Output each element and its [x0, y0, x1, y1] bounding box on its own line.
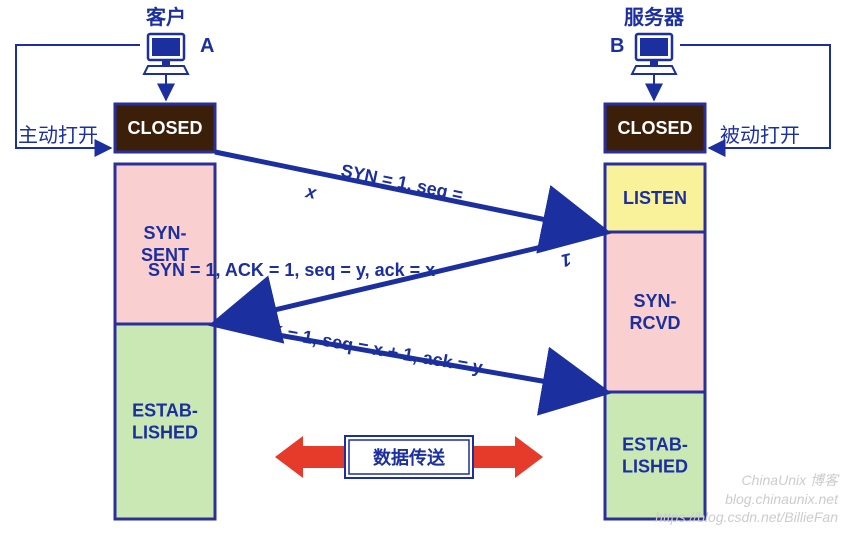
watermark-line-2: blog.chinaunix.net	[725, 491, 839, 507]
client-state-2	[115, 324, 215, 519]
data-transfer-left-arrow-icon	[275, 436, 345, 478]
data-transfer-right-arrow-icon	[473, 436, 543, 478]
svg-text:LISHED: LISHED	[132, 423, 198, 443]
diagram-root: CLOSEDSYN-SENTESTAB-LISHEDCLOSEDLISTENSY…	[0, 0, 850, 541]
svg-text:SYN-: SYN-	[143, 223, 186, 243]
server-title: 服务器	[624, 5, 685, 29]
watermark-line-1: ChinaUnix 博客	[742, 472, 840, 488]
client-open-label: 主动打开	[18, 124, 98, 147]
message-label-1: SYN = 1, ACK = 1, seq = y, ack = x	[148, 260, 435, 280]
message-label-cont-2: 1	[574, 384, 587, 405]
svg-text:SYN-: SYN-	[633, 291, 676, 311]
svg-text:LISHED: LISHED	[622, 457, 688, 477]
message-label-0: SYN = 1, seq =	[339, 160, 465, 205]
server-state-2	[605, 232, 705, 392]
client-letter: A	[200, 35, 214, 57]
client-state-label-0: CLOSED	[127, 118, 202, 138]
message-label-cont-0: x	[303, 181, 319, 203]
message-label-2: ACK = 1, seq = x + 1, ack = y	[242, 316, 484, 377]
message-label-group-2: ACK = 1, seq = x + 1, ack = y	[242, 316, 484, 377]
server-state-3	[605, 392, 705, 519]
message-label-group-0: SYN = 1, seq =	[339, 160, 465, 205]
server-letter: B	[610, 35, 624, 57]
watermark-line-3: https://blog.csdn.net/BillieFan	[655, 509, 838, 525]
message-label-cont-group-2: 1	[574, 384, 587, 405]
server-state-label-0: CLOSED	[617, 118, 692, 138]
server-open-label: 被动打开	[720, 124, 800, 147]
message-label-cont-group-1: 1	[559, 249, 573, 271]
svg-text:ESTAB-: ESTAB-	[132, 401, 198, 421]
client-title: 客户	[145, 5, 186, 29]
server-computer-icon	[632, 34, 676, 74]
message-label-cont-1: 1	[559, 249, 573, 271]
client-computer-icon	[144, 34, 188, 74]
data-transfer-label: 数据传送	[373, 447, 446, 468]
svg-text:RCVD: RCVD	[629, 313, 680, 333]
svg-text:ESTAB-: ESTAB-	[622, 435, 688, 455]
svg-text:LISTEN: LISTEN	[623, 188, 687, 208]
client-state-1	[115, 164, 215, 324]
message-label-cont-group-0: x	[303, 181, 319, 203]
